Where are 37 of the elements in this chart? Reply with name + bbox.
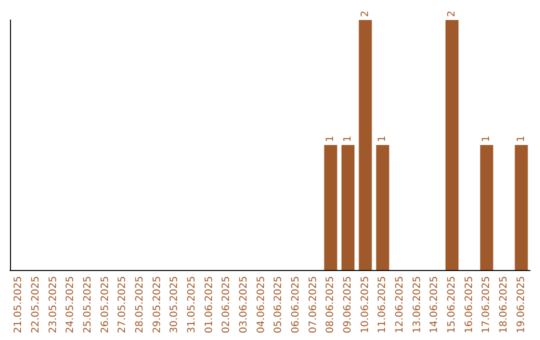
x-tick-label: 16.06.2025 (464, 276, 475, 334)
x-tick-label: 27.05.2025 (117, 276, 128, 334)
data-label: 1 (516, 136, 527, 142)
x-tick-label: 11.06.2025 (377, 276, 388, 334)
x-tick-label: 25.05.2025 (82, 276, 94, 334)
x-tick-label: 17.06.2025 (481, 276, 492, 334)
x-tick-label: 03.06.2025 (238, 276, 250, 334)
data-label: 1 (325, 136, 336, 142)
x-tick-label: 05.06.2025 (273, 276, 284, 334)
x-tick-label: 07.06.2025 (308, 276, 319, 334)
data-label: 1 (377, 136, 388, 142)
x-tick-label: 09.06.2025 (342, 276, 354, 334)
x-tick-label: 08.06.2025 (325, 276, 336, 334)
x-tick-label: 23.05.2025 (48, 276, 59, 334)
x-tick-label: 24.05.2025 (65, 276, 76, 334)
x-tick-label: 29.05.2025 (152, 276, 163, 334)
x-tick-label: 28.05.2025 (134, 276, 146, 334)
x-tick-label: 15.06.2025 (446, 276, 458, 334)
x-tick-label: 14.06.2025 (429, 276, 440, 334)
x-tick-label: 30.05.2025 (169, 276, 180, 334)
data-label: 1 (342, 136, 354, 142)
data-label: 2 (360, 10, 371, 17)
x-tick-label: 06.06.2025 (290, 276, 302, 334)
x-tick-label: 04.06.2025 (256, 276, 267, 334)
x-tick-label: 12.06.2025 (394, 276, 406, 334)
x-tick-label: 26.05.2025 (100, 276, 111, 334)
x-tick-label: 01.06.2025 (204, 276, 215, 334)
x-tick-label: 13.06.2025 (412, 276, 423, 334)
data-label: 2 (446, 10, 458, 17)
x-tick-label: 21.05.2025 (13, 276, 24, 334)
data-label: 1 (481, 136, 492, 142)
x-tick-label: 22.05.2025 (30, 276, 42, 334)
x-tick-label: 19.06.2025 (516, 276, 527, 334)
x-tick-label: 18.06.2025 (498, 276, 510, 334)
x-tick-label: 02.06.2025 (221, 276, 232, 334)
x-tick-label: 31.05.2025 (186, 276, 198, 334)
x-tick-label: 10.06.2025 (360, 276, 371, 334)
